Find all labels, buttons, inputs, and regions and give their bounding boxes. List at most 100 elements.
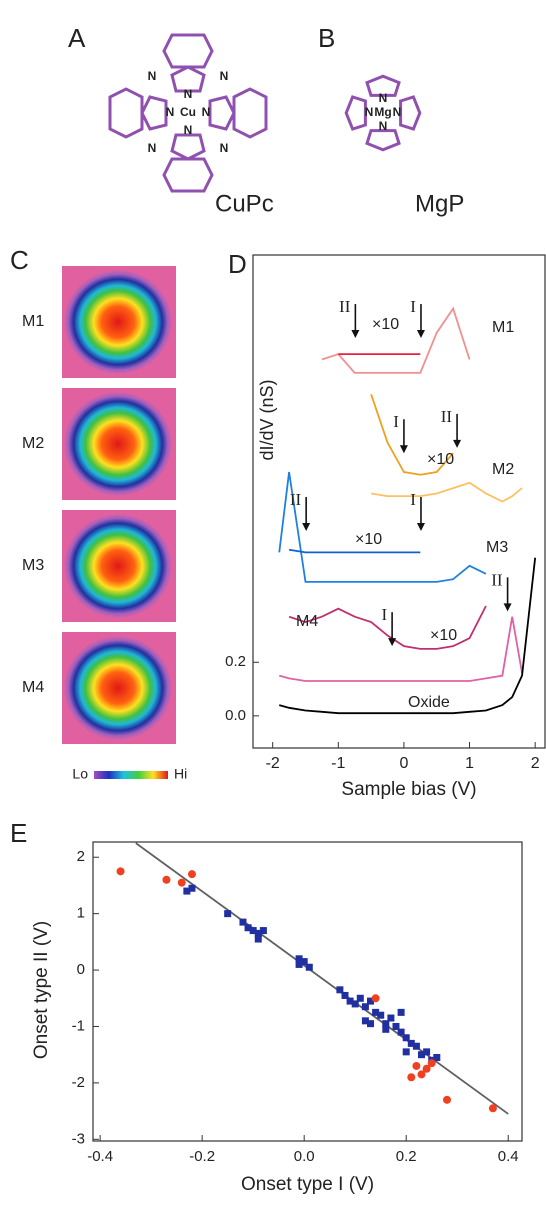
onset-label: II bbox=[339, 297, 351, 316]
point bbox=[371, 994, 380, 1003]
ring bbox=[399, 95, 422, 131]
arrow-head bbox=[388, 638, 397, 647]
point bbox=[392, 1022, 400, 1030]
point bbox=[443, 1095, 452, 1104]
point bbox=[412, 1061, 421, 1070]
point bbox=[366, 1020, 374, 1028]
point bbox=[397, 1008, 405, 1016]
ring bbox=[365, 129, 401, 152]
point bbox=[295, 955, 303, 963]
onset-label: II bbox=[441, 407, 453, 426]
point bbox=[361, 1003, 369, 1011]
panel-label: D bbox=[228, 249, 247, 279]
point bbox=[397, 1028, 405, 1036]
x-tick-label: 0.4 bbox=[498, 1148, 519, 1165]
atom-label: N bbox=[148, 69, 157, 83]
spectrum bbox=[321, 306, 471, 374]
point bbox=[361, 1017, 369, 1025]
arrow-head bbox=[351, 330, 360, 339]
panel-label: C bbox=[10, 245, 29, 275]
spectrum-x10 bbox=[288, 605, 487, 650]
onset-label: I bbox=[410, 490, 416, 509]
point bbox=[382, 1025, 390, 1033]
stm-images: M1 M2 M3 M4 bbox=[22, 266, 176, 744]
series-label: Oxide bbox=[408, 694, 450, 711]
ring bbox=[170, 65, 206, 93]
ring bbox=[232, 87, 268, 139]
magnification-label: ×10 bbox=[427, 451, 454, 468]
arrow-head bbox=[503, 603, 512, 612]
point bbox=[407, 1039, 415, 1047]
point bbox=[366, 997, 374, 1005]
point bbox=[387, 1014, 395, 1022]
spectrum bbox=[278, 471, 487, 583]
atom-label: N bbox=[365, 105, 374, 119]
plot-frame bbox=[92, 841, 523, 1142]
point bbox=[244, 924, 252, 932]
point bbox=[407, 1073, 416, 1082]
point bbox=[372, 1008, 380, 1016]
point bbox=[305, 963, 313, 971]
ring bbox=[344, 95, 367, 131]
point bbox=[417, 1070, 426, 1079]
x-tick-label: 2 bbox=[531, 755, 540, 772]
ring bbox=[162, 157, 214, 193]
y-tick-label: -3 bbox=[72, 1130, 85, 1147]
atom-label: N bbox=[184, 87, 193, 101]
series-label: M4 bbox=[296, 613, 318, 630]
stm-image-blob bbox=[64, 514, 172, 618]
spectrum-x10 bbox=[288, 548, 421, 554]
plot-frame bbox=[252, 254, 546, 749]
y-tick-label: -2 bbox=[72, 1074, 85, 1091]
stm-image-blob bbox=[64, 636, 172, 740]
x-axis-label: Sample bias (V) bbox=[341, 779, 476, 800]
point bbox=[356, 994, 364, 1002]
spectrum-x10 bbox=[370, 394, 454, 476]
onset-label: I bbox=[410, 297, 416, 316]
point bbox=[259, 927, 267, 935]
point bbox=[177, 878, 186, 887]
point bbox=[295, 960, 303, 968]
ring bbox=[140, 95, 168, 131]
point bbox=[433, 1054, 441, 1062]
point bbox=[402, 1048, 410, 1056]
image-label: M2 bbox=[22, 435, 44, 452]
spectrum bbox=[279, 557, 537, 715]
x-tick-label: 1 bbox=[465, 755, 474, 772]
point bbox=[254, 929, 262, 937]
x-tick-label: -0.4 bbox=[87, 1148, 113, 1165]
spectrum bbox=[279, 616, 523, 682]
point bbox=[377, 1011, 385, 1019]
point bbox=[249, 927, 257, 935]
y-axis-label: Onset type II (V) bbox=[31, 921, 52, 1059]
x-tick-label: 0.2 bbox=[396, 1148, 417, 1165]
atom-label: N bbox=[379, 119, 388, 133]
metal-label: Cu bbox=[180, 105, 196, 119]
atom-label: N bbox=[166, 105, 175, 119]
y-tick-label: -1 bbox=[72, 1017, 85, 1034]
y-tick-label: 0 bbox=[77, 961, 85, 978]
point bbox=[300, 958, 308, 966]
ring bbox=[108, 87, 144, 139]
molecule-name: MgP bbox=[415, 190, 464, 217]
point bbox=[116, 867, 125, 876]
image-label: M1 bbox=[22, 313, 44, 330]
magnification-label: ×10 bbox=[355, 531, 382, 548]
y-tick-label: 1 bbox=[77, 905, 85, 922]
fit-line bbox=[135, 842, 509, 1115]
x-tick-label: -1 bbox=[331, 755, 345, 772]
arrow-head bbox=[453, 439, 462, 448]
y-tick-label: 0.0 bbox=[225, 707, 246, 724]
atom-label: N bbox=[184, 123, 193, 137]
atom-label: N bbox=[148, 141, 157, 155]
y-tick-label: 0.2 bbox=[225, 653, 246, 670]
series-label: M1 bbox=[492, 319, 514, 336]
point bbox=[239, 918, 247, 926]
ring bbox=[365, 74, 401, 97]
point bbox=[254, 935, 262, 943]
onset-label: I bbox=[393, 412, 399, 431]
point bbox=[346, 997, 354, 1005]
point bbox=[187, 870, 196, 879]
atom-label: N bbox=[220, 141, 229, 155]
